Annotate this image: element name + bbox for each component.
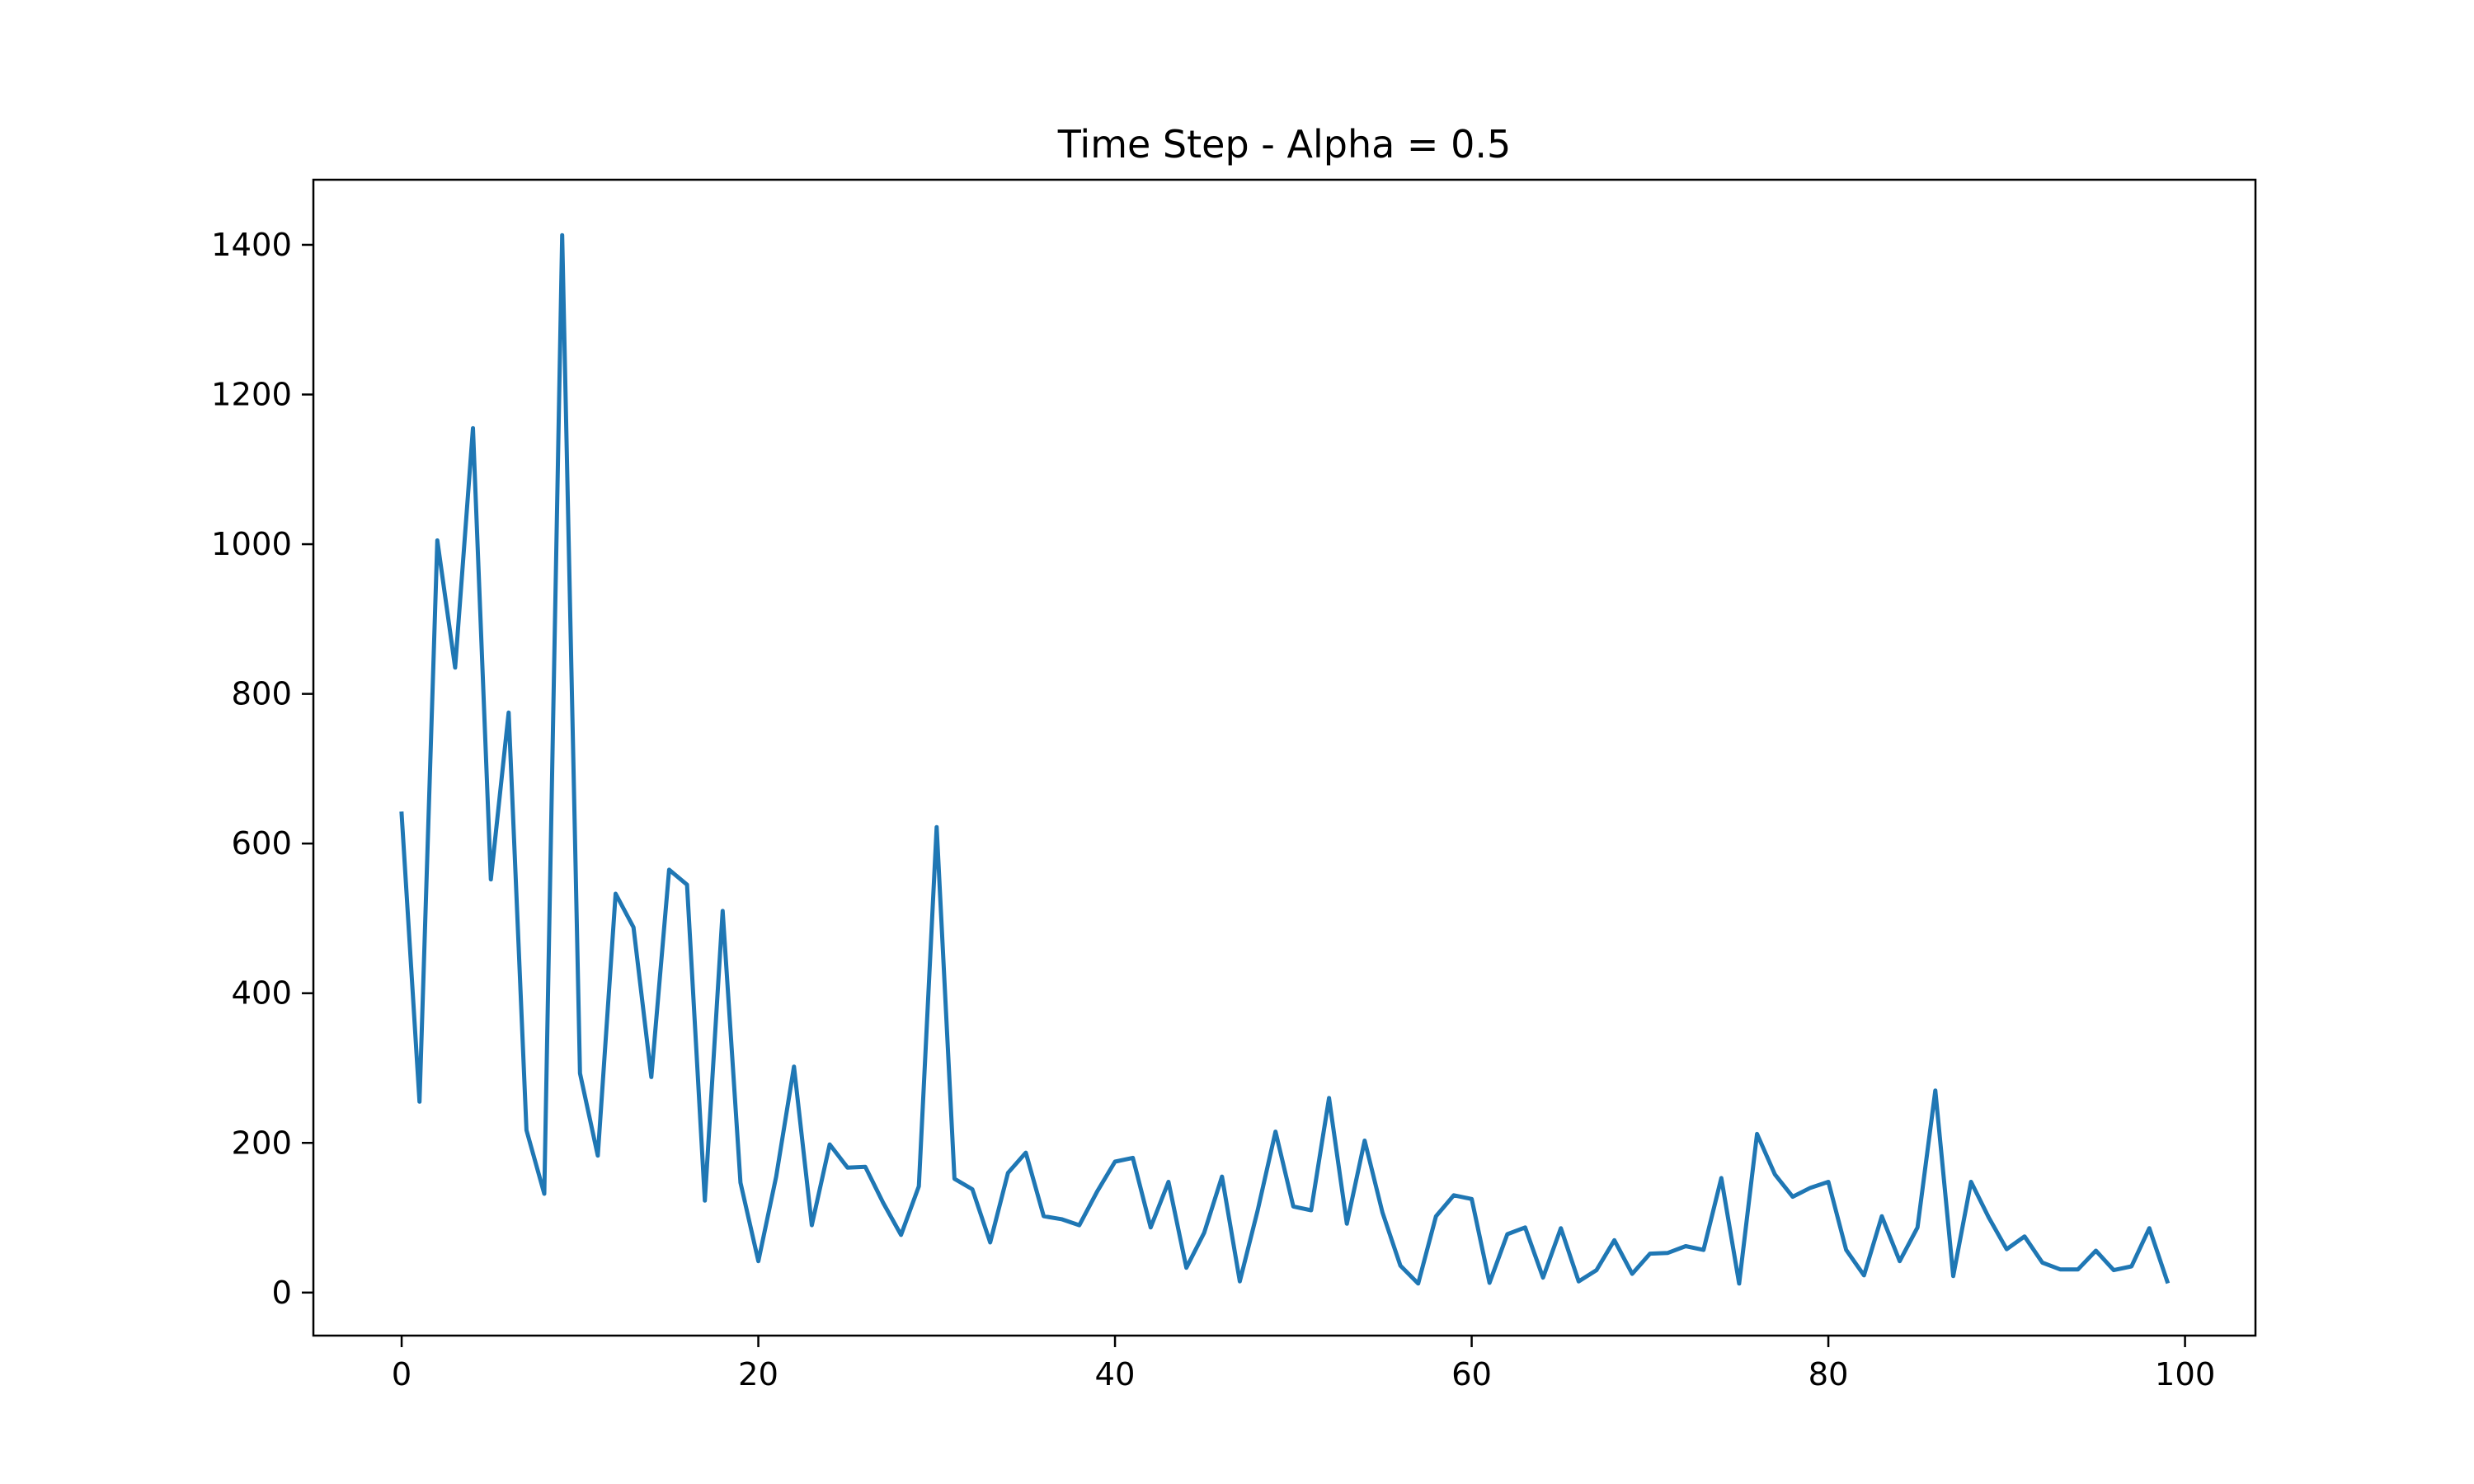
y-tick-label: 1400 [211,227,292,264]
y-tick-label: 1200 [211,377,292,414]
x-tick-label: 60 [1451,1356,1492,1393]
y-tick-label: 800 [232,676,293,713]
plot-area [312,178,2257,1337]
y-tick-label: 600 [232,825,293,862]
y-tick-label: 1000 [211,526,292,563]
x-tick-label: 0 [392,1356,412,1393]
plot-frame [312,178,2257,1337]
x-tick-label: 20 [738,1356,778,1393]
series-line [399,232,2171,1286]
x-tick-label: 100 [2155,1356,2216,1393]
y-tick-label: 400 [232,975,293,1012]
chart-title: Time Step - Alpha = 0.5 [1057,122,1512,167]
y-axis: 0 200 400 600 800 1000 1200 1400 [211,227,313,1312]
x-tick-label: 40 [1095,1356,1136,1393]
x-axis: 0 20 40 60 80 100 [392,1336,2216,1393]
x-tick-label: 80 [1808,1356,1849,1393]
y-tick-label: 0 [272,1275,293,1312]
y-tick-label: 200 [232,1125,293,1162]
